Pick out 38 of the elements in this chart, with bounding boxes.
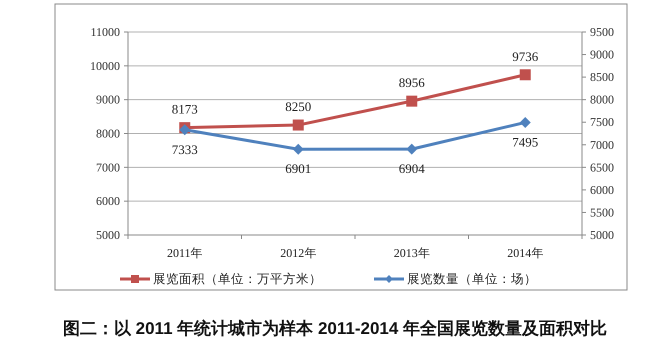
- point: [406, 144, 418, 155]
- point: [406, 96, 418, 107]
- y-tick-label: 8000: [96, 126, 120, 140]
- data-label: 7495: [512, 134, 538, 150]
- x-tick-label: 2014年: [507, 246, 544, 260]
- data-label: 6901: [285, 161, 312, 176]
- data-label: 6904: [398, 161, 426, 176]
- data-label: 8173: [172, 102, 198, 117]
- point: [292, 120, 304, 131]
- y2-tick-label: 6500: [590, 160, 614, 174]
- y-tick-label: 5000: [96, 228, 120, 242]
- y-tick-label: 9000: [96, 92, 120, 107]
- y2-tick-label: 7000: [590, 138, 614, 152]
- x-tick-label: 2012年: [280, 246, 316, 260]
- point: [292, 144, 304, 155]
- data-label: 8250: [285, 99, 312, 114]
- y2-tick-label: 5500: [590, 205, 614, 220]
- y-tick-label: 7000: [96, 160, 120, 174]
- x-tick-label: 2011年: [166, 246, 203, 260]
- y2-tick-label: 6000: [590, 182, 614, 197]
- y-tick-label: 11000: [90, 25, 120, 39]
- x-tick-label: 2013年: [394, 246, 430, 260]
- y2-tick-label: 8500: [590, 70, 614, 84]
- y2-tick-label: 5000: [590, 228, 614, 242]
- y2-tick-label: 7500: [590, 115, 614, 130]
- data-label: 7333: [172, 142, 198, 157]
- data-label: 8956: [398, 75, 426, 90]
- data-label: 9736: [512, 48, 539, 64]
- point: [520, 69, 531, 80]
- text: 图二：以 2011 年统计城市为样本 2011-2014 年全国展览数量及面积对比: [62, 319, 608, 338]
- y2-tick-label: 9500: [590, 25, 614, 39]
- legend-label: 展览面积（单位：万平方米）: [153, 271, 322, 286]
- point: [520, 116, 531, 128]
- y-tick-label: 10000: [90, 58, 120, 73]
- y2-tick-label: 9000: [590, 48, 614, 62]
- y-tick-label: 6000: [96, 194, 120, 208]
- legend-label: 展览数量（单位：场）: [407, 272, 537, 286]
- y2-tick-label: 8000: [590, 92, 614, 107]
